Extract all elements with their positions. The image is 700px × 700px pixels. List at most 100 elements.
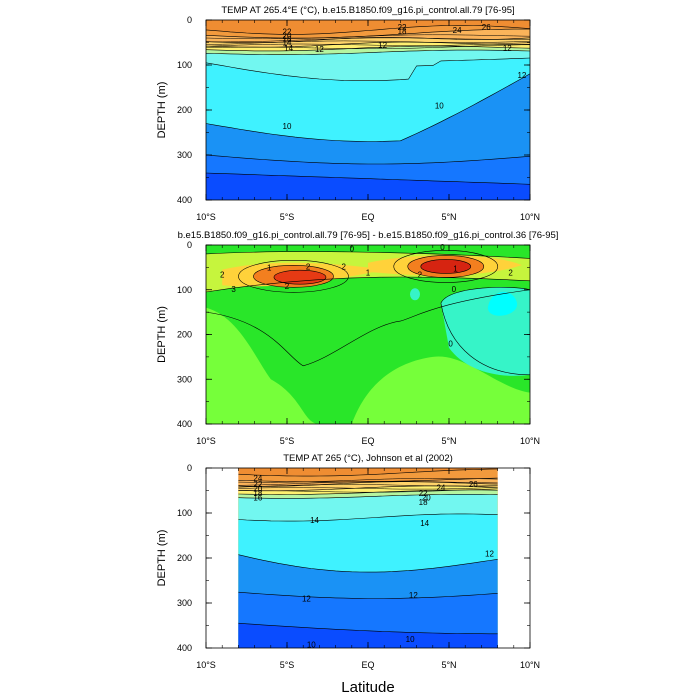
contour-label: 0 — [440, 243, 445, 252]
x-tick-label: 5°S — [280, 212, 295, 222]
contour-label: 22 — [283, 28, 292, 37]
x-tick-label: 10°S — [196, 436, 216, 446]
panel-3: 2422201816141412121210102220182426 — [238, 468, 498, 649]
contour-line — [393, 250, 499, 283]
x-tick-label: 5°N — [441, 212, 456, 222]
contour-label: 18 — [419, 498, 428, 507]
contour-line — [205, 25, 531, 35]
contour-line — [205, 289, 531, 367]
contour-fill — [351, 356, 530, 424]
contour-line — [205, 42, 531, 47]
y-tick-label: 400 — [177, 195, 192, 205]
contour-label: 12 — [517, 71, 526, 80]
x-axis-label: Latitude — [341, 679, 394, 696]
contour-line — [238, 488, 498, 493]
x-tick-label: 5°N — [441, 660, 456, 670]
contour-label: 20 — [283, 31, 292, 40]
contour-label: 24 — [253, 474, 262, 483]
contour-line — [205, 172, 531, 185]
y-tick-label: 100 — [177, 285, 192, 295]
contour-label: 2 — [508, 269, 513, 278]
contour-label: 26 — [482, 23, 491, 32]
contour-label: 12 — [485, 550, 494, 559]
contour-label: 10 — [435, 102, 444, 111]
contour-line — [205, 49, 531, 56]
y-tick-label: 0 — [187, 240, 192, 250]
contour-line — [253, 265, 334, 288]
axes-2: 10°S 5°S EQ 5°N 10°N0100200300400b.e15.B1850… — [156, 230, 558, 446]
contour-line — [238, 494, 498, 499]
y-tick-label: 100 — [177, 60, 192, 70]
contour-label: 2 — [418, 271, 423, 280]
contour-line — [205, 40, 531, 45]
contour-label: 2 — [285, 282, 290, 291]
contour-label: 12 — [378, 41, 387, 50]
contour-label: 12 — [503, 44, 512, 53]
y-tick-label: 200 — [177, 553, 192, 563]
contour-line — [205, 73, 531, 142]
contour-label: 16 — [283, 35, 292, 44]
panel-1: 262422222018161414121212121010 — [205, 20, 531, 201]
axes-3: 10°S 5°S EQ 5°N 10°N 0 100 200 300 400 TEMP AT 265… — [156, 453, 540, 696]
y-tick-label: 0 — [187, 463, 192, 473]
contour-line — [238, 554, 498, 573]
contour-label: 20 — [422, 493, 431, 502]
x-tick-label: 5°S — [280, 436, 295, 446]
y-tick-label: 200 — [177, 105, 192, 115]
contour-line — [407, 255, 485, 278]
contour-line — [238, 622, 498, 635]
y-tick-label: 100 — [177, 508, 192, 518]
y-axis-label: DEPTH (m) — [156, 82, 168, 139]
x-tick-label: 10°S — [196, 212, 216, 222]
contour-label: 26 — [469, 480, 478, 489]
contour-line — [205, 276, 531, 293]
contour-line — [420, 259, 472, 274]
contour-line — [440, 303, 531, 376]
x-tick-label: EQ — [361, 212, 374, 222]
contour-label: 12 — [302, 595, 311, 604]
contour-line — [273, 269, 327, 285]
contour-label: 1 — [366, 269, 371, 278]
contour-line — [238, 484, 498, 488]
contour-label: 10 — [283, 122, 292, 131]
contour-fill — [238, 623, 498, 648]
y-tick-label: 300 — [177, 374, 192, 384]
contour-line — [238, 481, 498, 487]
contour-fill — [420, 259, 471, 274]
contour-line — [205, 37, 531, 43]
contour-line — [238, 478, 498, 483]
y-tick-label: 400 — [177, 419, 192, 429]
x-tick-label: 5°N — [441, 436, 456, 446]
contour-label: 22 — [253, 480, 262, 489]
contour-label: 12 — [315, 45, 324, 54]
contour-label: 1 — [453, 264, 458, 273]
contour-label: 10 — [406, 635, 415, 644]
contour-label: 0 — [448, 339, 453, 348]
contour-label: 14 — [420, 519, 429, 528]
contour-line — [238, 591, 498, 599]
y-tick-label: 400 — [177, 643, 192, 653]
contour-label: 20 — [253, 484, 262, 493]
contour-label: 14 — [310, 516, 319, 525]
contour-line — [205, 45, 531, 52]
contour-fill — [206, 307, 320, 424]
contour-label: 16 — [253, 494, 262, 503]
contour-label: 22 — [398, 23, 407, 32]
contour-label: 14 — [283, 39, 292, 48]
axes-1: 10°S 5°S EQ 5°N 10°N 0 100 200 300 400 TEMP AT 265… — [156, 5, 540, 222]
y-tick-label: 300 — [177, 150, 192, 160]
chart-title: TEMP AT 265.4°E (°C), b.e15.B1850.f09_g1… — [221, 5, 514, 16]
contour-label: 22 — [419, 489, 428, 498]
contour-fill — [409, 288, 420, 301]
y-axis-label: DEPTH (m) — [156, 530, 168, 587]
contour-label: 24 — [453, 26, 462, 35]
x-tick-label: 5°S — [280, 660, 295, 670]
chart-title: TEMP AT 265 (°C), Johnson et al (2002) — [283, 453, 453, 464]
contour-label: 2 — [220, 271, 225, 280]
contour-line — [205, 57, 531, 81]
contour-label: 1 — [267, 263, 272, 272]
x-tick-label: 10°N — [520, 660, 540, 670]
x-tick-label: EQ — [361, 660, 374, 670]
